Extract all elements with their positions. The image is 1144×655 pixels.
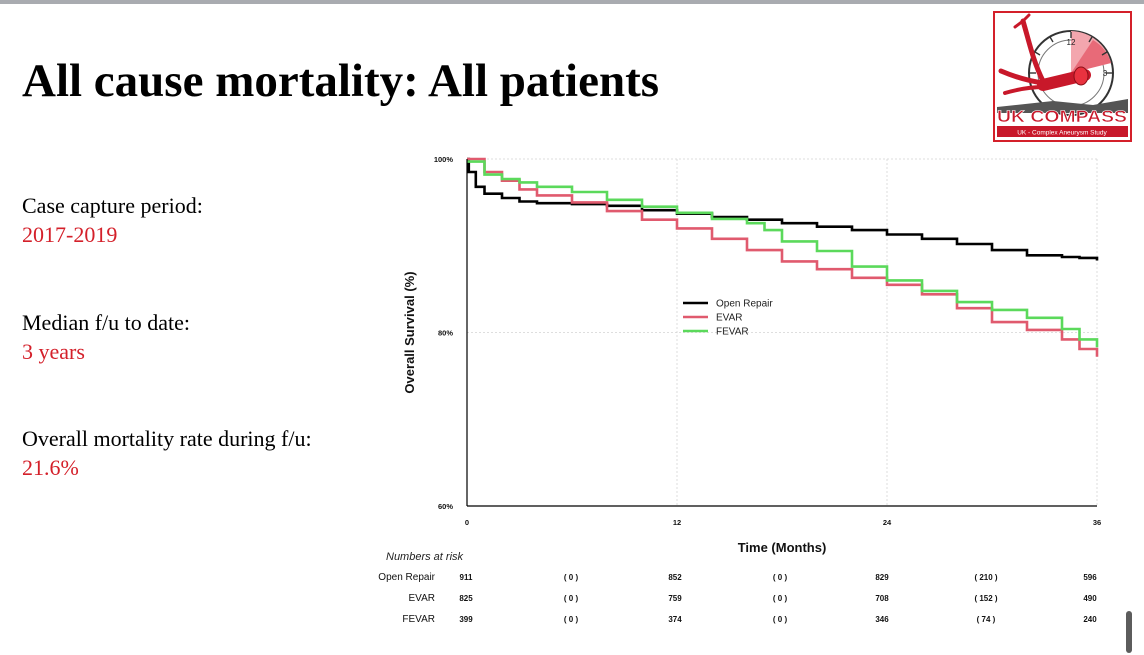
- mortality-rate-value: 21.6%: [22, 455, 79, 480]
- mortality-rate-block: Overall mortality rate during f/u: 21.6%: [22, 424, 312, 482]
- x-tick-label: 0: [465, 518, 469, 527]
- chart-series: [467, 157, 1099, 357]
- risk-cell: ( 152 ): [974, 594, 998, 603]
- vertical-scrollbar[interactable]: [1126, 611, 1132, 653]
- risk-row-label: Open Repair: [378, 572, 435, 583]
- x-tick-label: 12: [673, 518, 681, 527]
- risk-cell: 829: [875, 573, 889, 582]
- risk-cell: 399: [459, 615, 473, 624]
- chart-axes: 60% 80% 100% 0 12 24 36 Time (Months) Overall Su…: [402, 155, 1101, 555]
- x-axis-title: Time (Months): [738, 540, 827, 555]
- logo-clock-3: 3: [1103, 69, 1108, 78]
- risk-cell: ( 0 ): [772, 573, 788, 582]
- chart-grid: [467, 158, 1098, 506]
- chart-legend: Open Repair EVAR FEVAR: [683, 299, 773, 338]
- risk-cell: 490: [1083, 594, 1097, 603]
- slide-title: All cause mortality: All patients: [22, 55, 660, 107]
- case-capture-value: 2017-2019: [22, 222, 118, 247]
- legend-label: Open Repair: [716, 299, 773, 310]
- survival-chart: 60% 80% 100% 0 12 24 36 Time (Months) Overall Su…: [402, 155, 1101, 555]
- risk-row-label: EVAR: [408, 593, 436, 604]
- risk-cell: 825: [459, 594, 473, 603]
- risk-cell: ( 0 ): [772, 594, 788, 603]
- logo-clock-12: 12: [1067, 38, 1076, 47]
- risk-cell: ( 210 ): [974, 573, 998, 582]
- risk-cell: 374: [668, 615, 682, 624]
- median-followup-block: Median f/u to date: 3 years: [22, 308, 190, 366]
- case-capture-label: Case capture period:: [22, 193, 203, 218]
- series-line-open-repair: [467, 157, 1099, 261]
- risk-row-label: FEVAR: [402, 614, 435, 625]
- y-tick-label: 100%: [434, 155, 454, 164]
- legend-label: EVAR: [716, 313, 743, 324]
- series-line-evar: [467, 157, 1099, 357]
- risk-cell: 759: [668, 594, 682, 603]
- risk-cell: ( 0 ): [772, 615, 788, 624]
- risk-cell: 240: [1083, 615, 1097, 624]
- numbers-at-risk-title: Numbers at risk: [386, 551, 464, 563]
- case-capture-block: Case capture period: 2017-2019: [22, 191, 203, 249]
- y-tick-label: 60%: [438, 502, 453, 511]
- x-tick-label: 36: [1093, 518, 1101, 527]
- mortality-rate-label: Overall mortality rate during f/u:: [22, 426, 312, 451]
- numbers-at-risk-table: Numbers at risk Open Repair 911 ( 0 ) 852 ( …: [360, 548, 1120, 638]
- risk-cell: 346: [875, 615, 889, 624]
- risk-cell: 852: [668, 573, 682, 582]
- risk-cell: ( 0 ): [563, 615, 579, 624]
- uk-compass-logo: 12 3 UK COMPASS UK - Complex Aneurysm St…: [993, 11, 1132, 142]
- logo-tagline: UK - Complex Aneurysm Study: [1017, 130, 1107, 137]
- risk-cell: ( 74 ): [976, 615, 996, 624]
- logo-name: UK COMPASS: [997, 107, 1127, 126]
- risk-cell: ( 0 ): [563, 594, 579, 603]
- top-border: [0, 0, 1144, 4]
- median-followup-label: Median f/u to date:: [22, 310, 191, 335]
- median-followup-value: 3 years: [22, 339, 85, 364]
- y-tick-label: 80%: [438, 329, 453, 338]
- risk-cell: 708: [875, 594, 889, 603]
- y-axis-title: Overall Survival (%): [402, 271, 417, 393]
- x-tick-label: 24: [883, 518, 892, 527]
- series-line-fevar: [467, 160, 1099, 348]
- legend-label: FEVAR: [716, 327, 749, 338]
- risk-cell: 596: [1083, 573, 1097, 582]
- risk-cell: 911: [459, 573, 473, 582]
- risk-cell: ( 0 ): [563, 573, 579, 582]
